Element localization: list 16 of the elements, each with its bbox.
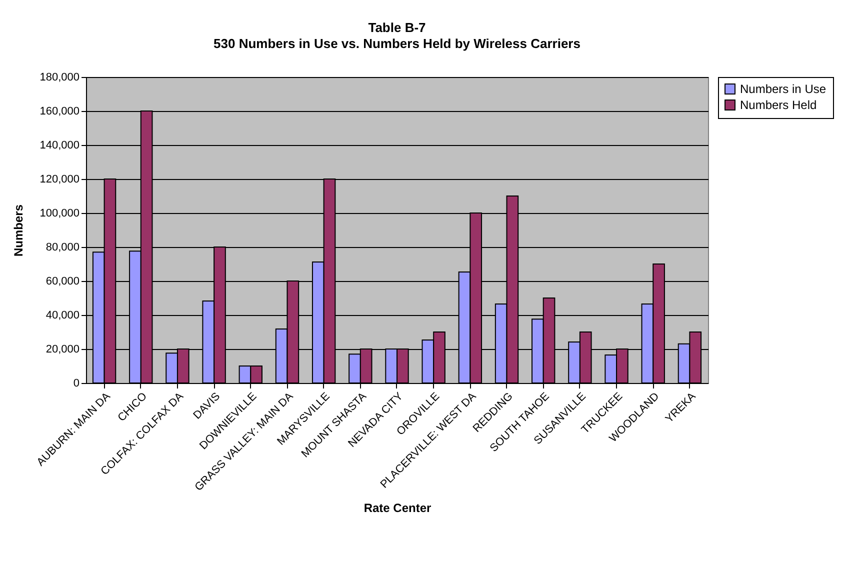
y-tick-label: 20,000	[46, 344, 80, 356]
y-tick-label: 100,000	[40, 208, 80, 220]
y-axis-title: Numbers	[12, 204, 26, 257]
x-axis-title: Rate Center	[364, 500, 432, 515]
chart-subtitle: 530 Numbers in Use vs. Numbers Held by Wireless Carriers	[214, 36, 580, 51]
legend-label: Numbers Held	[740, 98, 817, 112]
y-tick-label: 120,000	[40, 174, 80, 186]
y-tick-label: 180,000	[40, 72, 80, 84]
y-tick-label: 40,000	[46, 310, 80, 322]
chart-title: Table B-7	[368, 20, 426, 35]
y-tick-label: 80,000	[46, 242, 80, 254]
legend-label: Numbers in Use	[740, 82, 826, 96]
y-tick-label: 140,000	[40, 140, 80, 152]
y-tick-label: 160,000	[40, 106, 80, 118]
y-tick-label: 0	[73, 378, 80, 390]
y-tick-label: 60,000	[46, 276, 80, 288]
